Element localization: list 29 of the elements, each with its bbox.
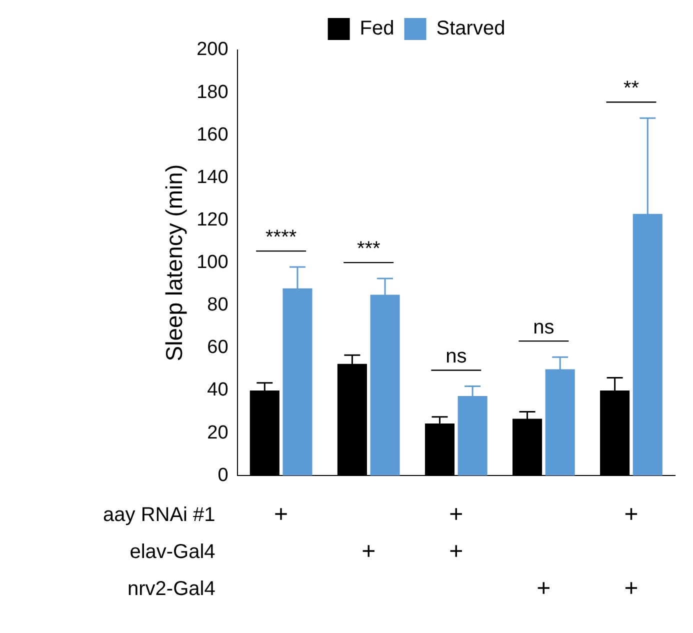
text: + [449,538,464,565]
y-axis-title: Sleep latency (min) [161,164,188,362]
annotation: ** [623,78,640,100]
y-tick-label: 100 [196,252,228,274]
annotation: ns [533,316,554,339]
text: + [449,501,464,528]
y-tick-label: 120 [196,209,228,230]
text: + [274,501,288,528]
y-tick-label: 200 [196,39,228,60]
text: + [624,575,638,602]
y-tick-label: nrv2-Gal4 [128,577,216,602]
legend-label: Fed [360,18,394,40]
annotation: *** [356,238,380,260]
y-tick-label: elav-Gal4 [130,540,216,565]
y-tick-label: 160 [196,124,228,146]
text: + [624,501,638,528]
text: + [536,575,551,602]
y-tick-label: 180 [196,82,228,103]
y-tick-label: 20 [207,422,228,444]
annotation: ns [446,346,467,368]
y-tick-label: 40 [207,380,228,401]
y-tick-label: 140 [196,166,228,188]
y-tick-label: 80 [207,294,228,316]
y-tick-label: 0 [218,464,228,486]
annotation: **** [266,226,297,249]
y-tick-label: aay RNAi #1 [103,503,216,528]
legend-label: Starved [436,18,506,40]
text: + [362,538,376,565]
y-tick-label: 60 [207,337,228,358]
